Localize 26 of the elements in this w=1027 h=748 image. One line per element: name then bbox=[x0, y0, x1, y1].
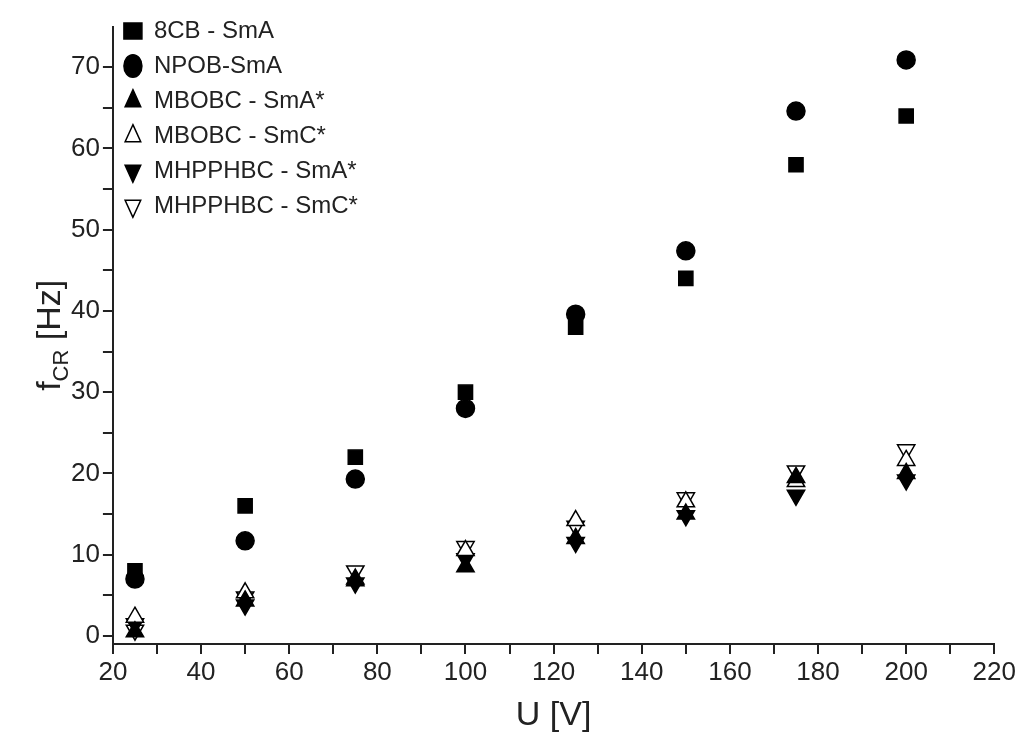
y-tick-label: 40 bbox=[71, 294, 100, 325]
x-tick-label: 60 bbox=[274, 655, 304, 686]
y-tick-label: 50 bbox=[71, 212, 100, 243]
y-tick-label: 70 bbox=[71, 50, 100, 81]
y-tick-label: 30 bbox=[71, 375, 100, 406]
legend-label: MBOBC - SmC* bbox=[153, 120, 326, 148]
legend-label: MHPPHBC - SmA* bbox=[153, 155, 357, 183]
x-tick-label: 80 bbox=[362, 655, 392, 686]
x-tick-label: 140 bbox=[620, 655, 664, 686]
x-tick-label: 40 bbox=[186, 655, 216, 686]
x-axis-title: U [V] bbox=[515, 693, 592, 732]
y-tick-label: 0 bbox=[85, 619, 100, 650]
y-tick-label: 60 bbox=[71, 131, 100, 162]
legend-label: NPOB-SmA bbox=[153, 50, 282, 78]
x-tick-label: 160 bbox=[708, 655, 752, 686]
legend-label: MBOBC - SmA* bbox=[153, 85, 325, 113]
y-tick-label: 20 bbox=[71, 456, 100, 487]
x-tick-label: 20 bbox=[98, 655, 128, 686]
x-tick-label: 100 bbox=[443, 655, 488, 686]
x-tick-label: 220 bbox=[972, 655, 1017, 686]
legend-label: MHPPHBC - SmC* bbox=[153, 190, 358, 218]
x-tick-label: 200 bbox=[884, 655, 928, 686]
x-tick-label: 120 bbox=[531, 655, 576, 686]
x-tick-label: 180 bbox=[796, 655, 840, 686]
legend-label: 8CB - SmA bbox=[153, 15, 274, 43]
y-tick-label: 10 bbox=[71, 537, 100, 568]
